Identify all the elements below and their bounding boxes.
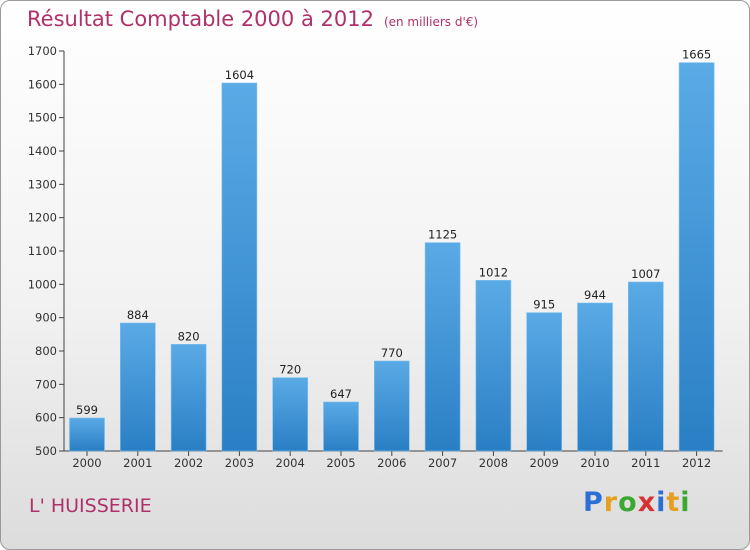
y-tick-label: 1100: [28, 244, 57, 258]
x-tick-label: 2005: [326, 456, 355, 470]
x-tick-label: 2000: [72, 456, 101, 470]
y-tick-label: 900: [35, 311, 57, 325]
x-tick-label: 2001: [123, 456, 152, 470]
x-tick-label: 2010: [580, 456, 609, 470]
bar-2005: [323, 401, 359, 452]
y-tick-label: 1500: [28, 111, 57, 125]
y-tick-label: 1600: [28, 77, 57, 91]
bar-2000: [69, 417, 105, 452]
y-tick-label: 1400: [28, 144, 57, 158]
brand-letter: x: [637, 487, 657, 518]
bar-2003: [221, 82, 258, 452]
brand-letter: t: [666, 487, 681, 518]
value-label: 944: [584, 288, 606, 302]
y-tick-label: 700: [35, 377, 57, 391]
y-tick-label: 1300: [28, 177, 57, 191]
value-label: 720: [279, 363, 301, 377]
y-tick-label: 1000: [28, 277, 57, 291]
y-tick-label: 600: [35, 411, 57, 425]
bar-2010: [577, 302, 613, 452]
y-tick-label: 1200: [28, 211, 57, 225]
brand-letter: i: [680, 487, 691, 518]
value-label: 915: [533, 298, 555, 312]
value-label: 770: [381, 346, 403, 360]
brand-letter: o: [618, 487, 638, 518]
value-label: 647: [330, 387, 352, 401]
chart-subtitle: (en milliers d'€): [383, 15, 479, 29]
brand-letter: i: [656, 487, 667, 518]
bar-2008: [475, 280, 512, 452]
bar-2006: [373, 360, 410, 452]
bar-2001: [120, 322, 156, 452]
x-tick-label: 2002: [174, 456, 203, 470]
x-tick-label: 2008: [479, 456, 508, 470]
location-label: L' HUISSERIE: [29, 495, 152, 517]
x-tick-label: 2006: [377, 456, 406, 470]
y-tick-label: 500: [35, 444, 57, 458]
value-labels: 599 884 820 1604 720 647 770 1125 1012 915 944 1007…: [76, 48, 711, 417]
value-label: 820: [178, 329, 200, 343]
x-tick-label: 2007: [428, 456, 457, 470]
value-label: 884: [127, 308, 149, 322]
x-tick-label: 2011: [631, 456, 660, 470]
y-tick-label: 800: [35, 344, 57, 358]
x-tick-label: 2009: [530, 456, 559, 470]
brand-letter: r: [603, 487, 619, 518]
value-label: 1665: [682, 48, 711, 62]
x-tick-label: 2004: [276, 456, 305, 470]
value-label: 1125: [428, 228, 457, 242]
bar-2007: [424, 242, 461, 452]
bar-2012: [678, 62, 715, 452]
title-row: Résultat Comptable 2000 à 2012 (en millie…: [27, 7, 478, 31]
bars: [69, 62, 715, 452]
brand-letter: P: [583, 487, 604, 518]
value-label: 1012: [479, 265, 508, 279]
x-tick-label: 2012: [682, 456, 711, 470]
x-axis: 2000 2001 2002 2003 2004 2005 2006 2007 2008 2009…: [64, 450, 723, 470]
bar-2009: [526, 312, 563, 452]
value-label: 599: [76, 403, 98, 417]
bar-2002: [170, 344, 207, 452]
brand-logo: Proxiti: [583, 487, 691, 518]
bar-2004: [272, 377, 309, 452]
bar-2011: [627, 281, 664, 452]
value-label: 1604: [225, 68, 254, 82]
y-axis: 500 600 700 800 900 1000 1100 1200 1300 1400 1500 1…: [28, 44, 65, 458]
x-tick-label: 2003: [225, 456, 254, 470]
value-label: 1007: [631, 267, 660, 281]
y-tick-label: 1700: [28, 44, 57, 58]
chart-title: Résultat Comptable 2000 à 2012: [27, 7, 374, 31]
